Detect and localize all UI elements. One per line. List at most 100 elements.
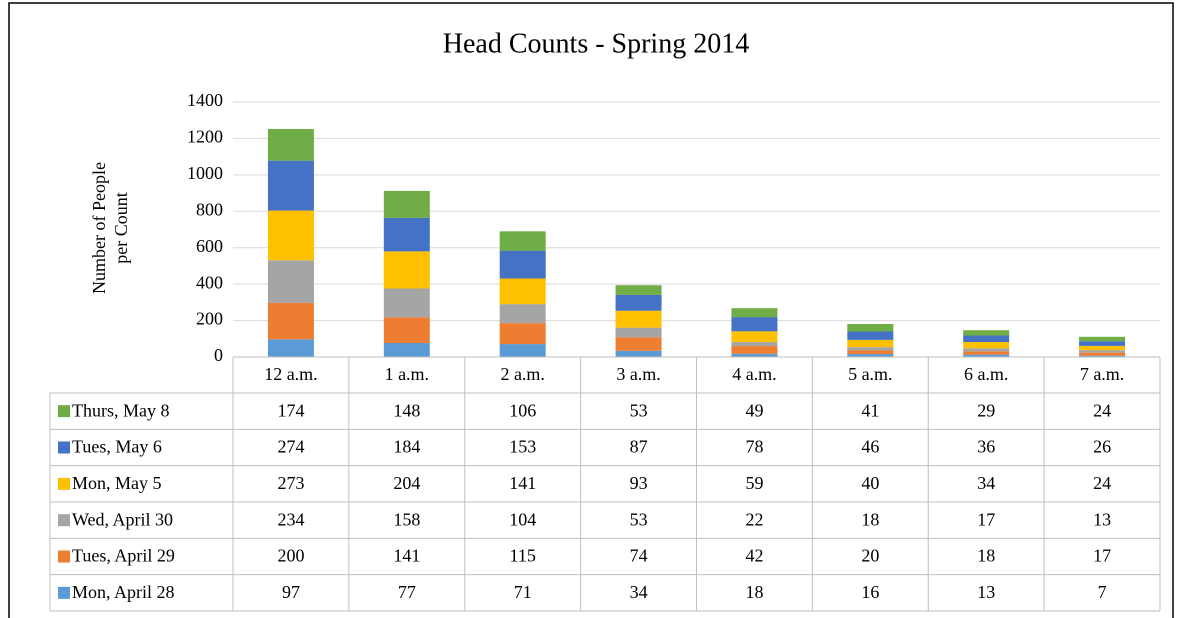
x-tick-label: 3 a.m. — [616, 364, 661, 384]
y-tick-label: 800 — [196, 199, 223, 219]
bar-segment — [267, 339, 314, 357]
bar-segment — [615, 350, 662, 357]
bar-segment — [615, 294, 662, 311]
table-cell: 200 — [277, 546, 304, 566]
bar-segment — [267, 260, 314, 303]
legend-label: Tues, May 6 — [72, 437, 162, 457]
legend-key — [58, 441, 70, 454]
bar-segment — [731, 346, 778, 354]
x-tick-label: 4 a.m. — [732, 364, 777, 384]
table-cell: 13 — [977, 582, 995, 602]
table-cell: 46 — [861, 437, 879, 457]
bar-segment — [1079, 355, 1126, 357]
bar-segment — [963, 354, 1010, 357]
bar-segment — [731, 342, 778, 347]
table-cell: 174 — [277, 400, 304, 420]
bar-segment — [499, 250, 546, 279]
bar-segment — [847, 331, 894, 340]
legend-label: Mon, April 28 — [72, 582, 175, 602]
table-cell: 273 — [277, 473, 304, 493]
bar-segment — [963, 348, 1010, 352]
y-axis-label-line: per Count — [111, 192, 131, 264]
table-cell: 24 — [1093, 473, 1111, 493]
table-cell: 18 — [861, 509, 879, 529]
y-tick-label: 600 — [196, 236, 223, 256]
bar-segment — [267, 302, 314, 340]
bar-segment — [499, 231, 546, 251]
table-cell: 115 — [510, 546, 536, 566]
table-cell: 274 — [277, 437, 304, 457]
legend-label: Tues, April 29 — [72, 546, 175, 566]
y-tick-label: 1000 — [187, 163, 223, 183]
table-cell: 77 — [398, 582, 416, 602]
bar-segment — [847, 339, 894, 348]
table-cell: 24 — [1093, 400, 1111, 420]
bar-segment — [267, 128, 314, 161]
legend-key — [58, 405, 70, 418]
table-cell: 16 — [861, 582, 879, 602]
y-tick-label: 200 — [196, 309, 223, 329]
table-cell: 18 — [977, 546, 995, 566]
x-tick-label: 1 a.m. — [385, 364, 430, 384]
y-tick-label: 1400 — [187, 90, 223, 110]
table-cell: 148 — [393, 400, 420, 420]
table-cell: 153 — [509, 437, 536, 457]
x-tick-label: 7 a.m. — [1080, 364, 1125, 384]
table-cell: 78 — [745, 437, 763, 457]
bar-segment — [963, 335, 1010, 343]
bar-segment — [847, 350, 894, 355]
bar-segment — [383, 317, 430, 343]
table-cell: 17 — [1093, 546, 1111, 566]
bar-segment — [499, 323, 546, 345]
bar-segment — [499, 304, 546, 324]
table-cell: 36 — [977, 437, 995, 457]
legend-label: Thurs, May 8 — [72, 400, 170, 420]
x-tick-label: 12 a.m. — [264, 364, 318, 384]
table-cell: 22 — [745, 509, 763, 529]
legend-key — [58, 477, 70, 490]
table-cell: 20 — [861, 546, 879, 566]
x-tick-label: 6 a.m. — [964, 364, 1009, 384]
table-cell: 141 — [509, 473, 536, 493]
table-cell: 59 — [745, 473, 763, 493]
x-tick-label: 2 a.m. — [500, 364, 545, 384]
bar-segment — [1079, 336, 1126, 342]
bar-segment — [963, 342, 1010, 349]
chart-title: Head Counts - Spring 2014 — [443, 28, 749, 59]
table-cell: 13 — [1093, 509, 1111, 529]
table-cell: 104 — [509, 509, 536, 529]
table-cell: 53 — [630, 400, 648, 420]
bar-segment — [267, 210, 314, 261]
bar-segment — [963, 351, 1010, 355]
table-cell: 7 — [1098, 582, 1107, 602]
bar-segment — [615, 285, 662, 295]
bar-segment — [1079, 341, 1126, 346]
table-cell: 74 — [630, 546, 648, 566]
legend-label: Mon, May 5 — [72, 473, 162, 493]
bar-segment — [383, 217, 430, 252]
bar-segment — [963, 330, 1010, 336]
table-cell: 34 — [977, 473, 995, 493]
bar-segment — [847, 324, 894, 332]
bar-segment — [615, 337, 662, 351]
y-tick-label: 1200 — [187, 127, 223, 147]
table-cell: 141 — [393, 546, 420, 566]
table-cell: 71 — [514, 582, 532, 602]
bar-segment — [615, 327, 662, 338]
bar-segment — [1079, 345, 1126, 351]
legend-key — [58, 550, 70, 563]
y-tick-label: 0 — [214, 345, 223, 365]
bar-segment — [847, 354, 894, 357]
bar-segment — [847, 347, 894, 351]
bar-segment — [499, 344, 546, 357]
table-cell: 53 — [630, 509, 648, 529]
legend-key — [58, 586, 70, 599]
bar-segment — [383, 251, 430, 289]
bar-segment — [383, 342, 430, 357]
table-cell: 87 — [630, 437, 648, 457]
bar-segment — [1079, 352, 1126, 356]
table-cell: 29 — [977, 400, 995, 420]
bar-segment — [731, 317, 778, 332]
chart-border — [8, 2, 1174, 618]
